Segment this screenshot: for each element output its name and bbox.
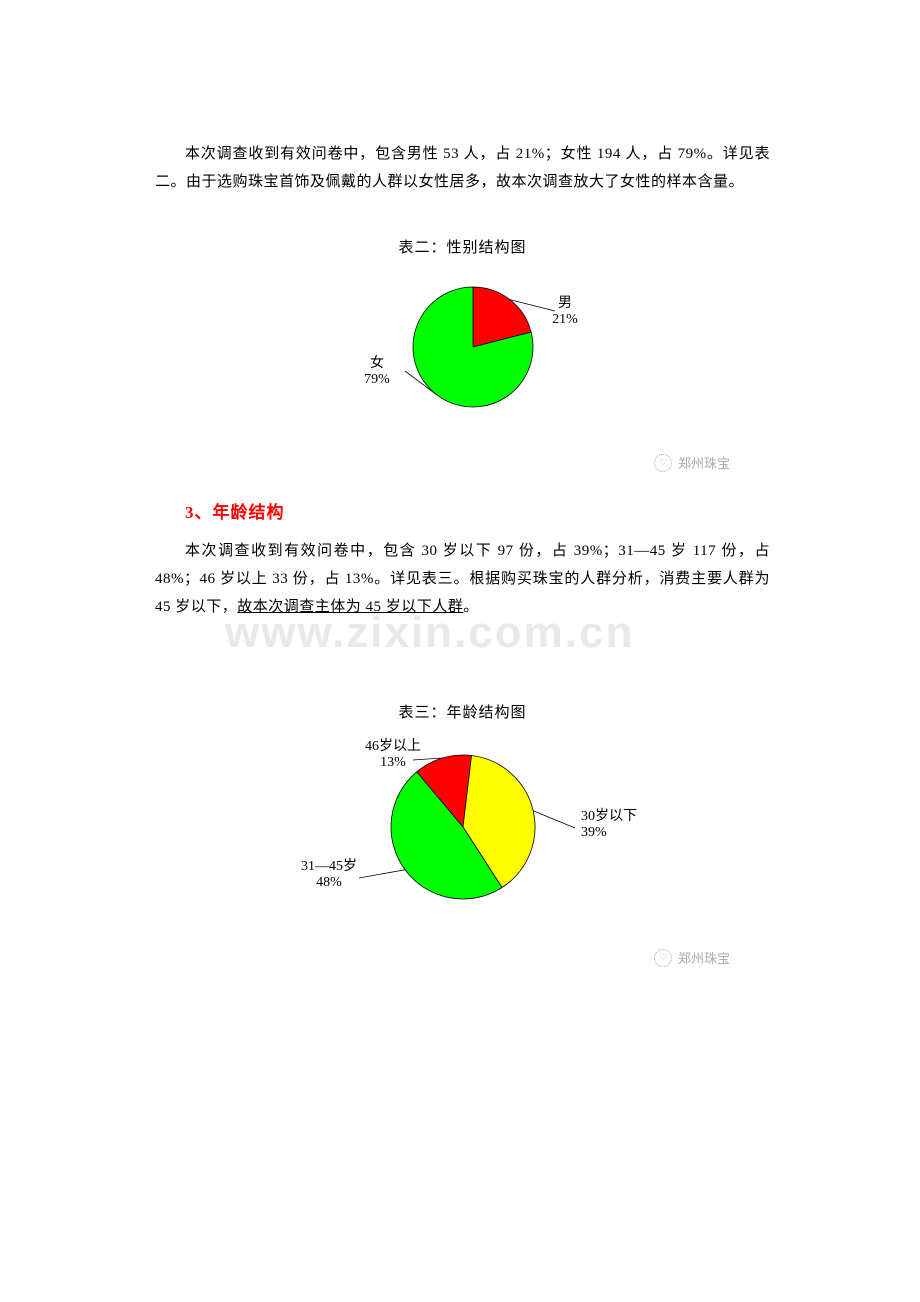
svg-text:46岁以上: 46岁以上	[365, 738, 421, 754]
logo-row-2: ♡ 郑州珠宝	[155, 947, 770, 967]
paragraph-gender: 本次调查收到有效问卷中，包含男性 53 人，占 21%；女性 194 人，占 7…	[155, 140, 770, 196]
chart-age-pie: 46岁以上13% 30岁以下39% 31—45岁48%	[263, 732, 663, 927]
section-3-heading: 3、年龄结构	[185, 498, 770, 523]
svg-text:21%: 21%	[552, 312, 578, 327]
brand-logo-text-2: 郑州珠宝	[678, 948, 730, 967]
brand-logo-text: 郑州珠宝	[678, 453, 730, 472]
chart-gender-block: 表二：性别结构图 男21% 女79%	[155, 236, 770, 432]
brand-logo-2: ♡ 郑州珠宝	[654, 948, 730, 967]
svg-text:31—45岁: 31—45岁	[301, 858, 357, 874]
logo-row-1: ♡ 郑州珠宝	[155, 452, 770, 472]
paragraph-age-underline: 故本次调查主体为 45 岁以下人群	[237, 599, 463, 615]
paragraph-age-end: 。	[463, 599, 479, 615]
chart-gender-pie: 男21% 女79%	[303, 267, 623, 432]
svg-text:30岁以下: 30岁以下	[581, 808, 637, 824]
section-3-title: 年龄结构	[213, 503, 285, 522]
svg-text:女: 女	[370, 354, 384, 371]
brand-logo: ♡ 郑州珠宝	[654, 453, 730, 472]
chart-gender-title: 表二：性别结构图	[155, 236, 770, 257]
svg-text:男: 男	[558, 296, 572, 311]
svg-text:48%: 48%	[316, 875, 342, 890]
svg-text:39%: 39%	[581, 825, 607, 840]
paragraph-age: 本次调查收到有效问卷中，包含 30 岁以下 97 份，占 39%；31—45 岁…	[155, 537, 770, 621]
svg-text:13%: 13%	[380, 755, 406, 770]
svg-text:79%: 79%	[364, 372, 390, 387]
chart-age-title: 表三：年龄结构图	[155, 701, 770, 722]
heart-icon-2: ♡	[654, 949, 672, 967]
heart-icon: ♡	[654, 454, 672, 472]
chart-age-block: 表三：年龄结构图 46岁以上13% 30岁以下39% 31—45岁48%	[155, 701, 770, 927]
section-3-num: 3、	[185, 503, 213, 522]
